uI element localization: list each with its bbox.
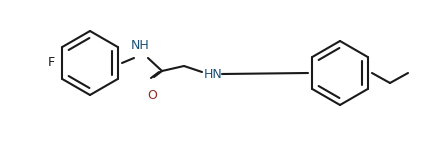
Text: NH: NH	[131, 39, 149, 52]
Text: O: O	[147, 89, 157, 102]
Text: F: F	[48, 57, 55, 69]
Text: HN: HN	[204, 68, 223, 80]
